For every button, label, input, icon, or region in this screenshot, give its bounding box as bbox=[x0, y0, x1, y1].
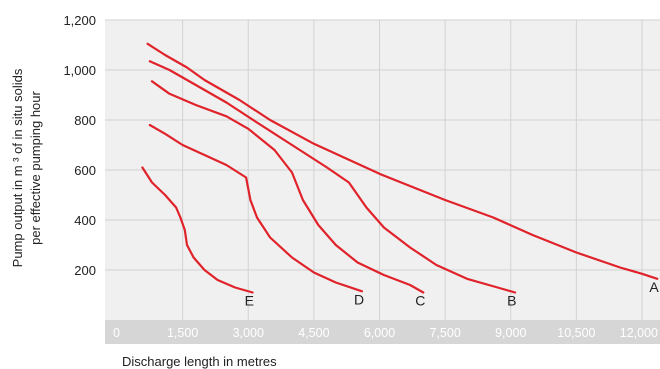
x-tick-label: 0 bbox=[113, 326, 120, 340]
x-tick-label: 1,500 bbox=[167, 326, 198, 340]
y-tick-label: 400 bbox=[74, 213, 96, 228]
series-label-c: C bbox=[415, 293, 425, 309]
x-axis-ticks: 0 1,500 3,000 4,500 6,000 7,500 9,000 10,500 12,… bbox=[113, 326, 658, 340]
x-tick-label: 9,000 bbox=[495, 326, 526, 340]
x-tick-label: 7,500 bbox=[429, 326, 460, 340]
series-line-c bbox=[150, 80, 425, 294]
series-lines bbox=[141, 42, 659, 294]
series-line-b bbox=[148, 60, 517, 294]
series-line-d bbox=[148, 123, 364, 293]
y-tick-label: 200 bbox=[74, 263, 96, 278]
y-axis-title-line-1: Pump output in m ³ of in situ solids bbox=[10, 68, 25, 267]
y-axis-ticks: 200 400 600 800 1,000 1,200 bbox=[63, 13, 96, 278]
x-axis-title: Discharge length in metres bbox=[122, 354, 277, 369]
series-line-e bbox=[141, 166, 254, 294]
y-tick-label: 1,200 bbox=[63, 13, 96, 28]
y-axis-title: Pump output in m ³ of in situ solids per… bbox=[10, 68, 43, 267]
y-tick-label: 1,000 bbox=[63, 63, 96, 78]
series-label-b: B bbox=[507, 293, 516, 309]
y-tick-label: 800 bbox=[74, 113, 96, 128]
y-tick-label: 600 bbox=[74, 163, 96, 178]
x-axis-band bbox=[105, 320, 660, 344]
gridlines bbox=[105, 19, 660, 320]
series-label-a: A bbox=[649, 279, 659, 295]
x-tick-label: 6,000 bbox=[364, 326, 395, 340]
series-label-e: E bbox=[245, 293, 254, 309]
x-tick-label: 3,000 bbox=[233, 326, 264, 340]
series-line-a bbox=[146, 42, 659, 280]
x-tick-label: 10,500 bbox=[557, 326, 595, 340]
series-labels: A B C D E bbox=[245, 279, 660, 309]
x-tick-label: 4,500 bbox=[298, 326, 329, 340]
series-label-d: D bbox=[354, 291, 364, 307]
x-tick-label: 12,000 bbox=[620, 326, 658, 340]
y-axis-title-line-2: per effective pumping hour bbox=[28, 90, 43, 244]
